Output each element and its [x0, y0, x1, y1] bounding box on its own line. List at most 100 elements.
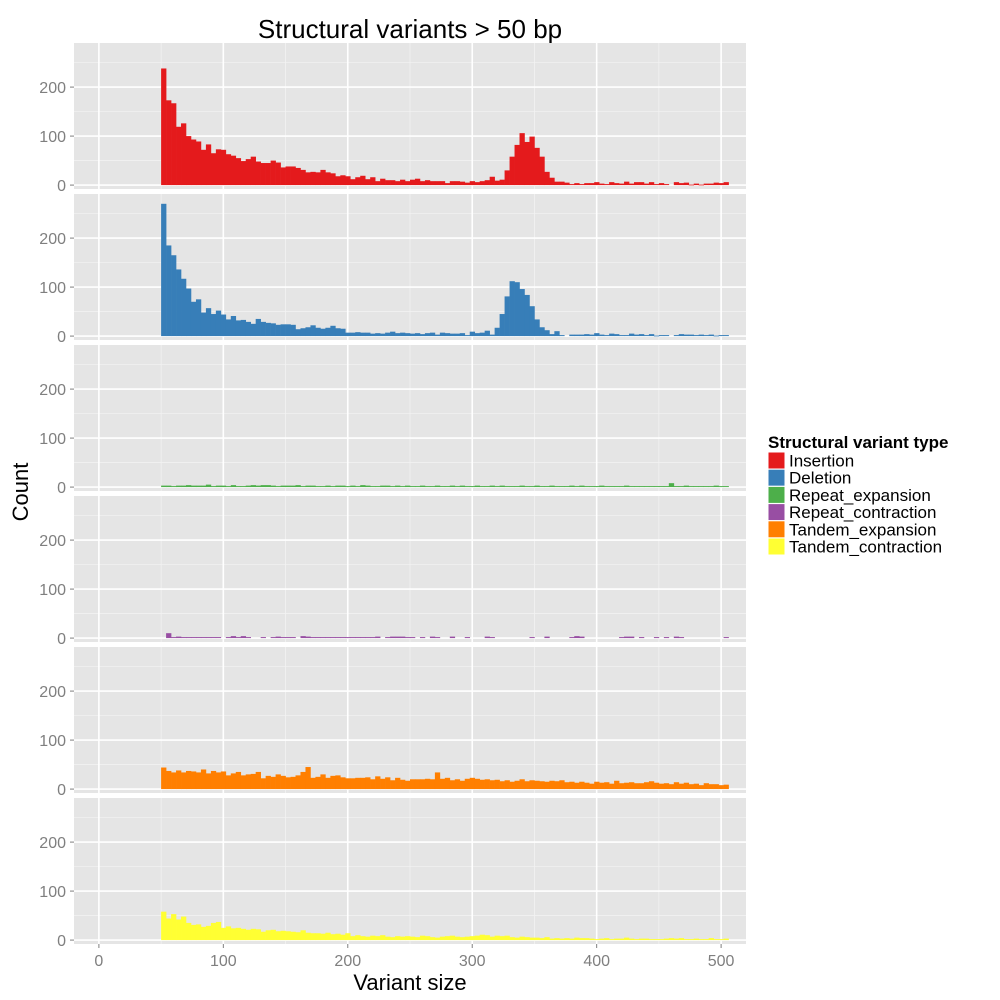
- histogram-bar: [405, 637, 411, 639]
- histogram-bar: [629, 782, 635, 790]
- histogram-bar: [439, 486, 446, 488]
- histogram-bar: [424, 486, 431, 488]
- histogram-bar: [703, 183, 709, 186]
- histogram-bar: [245, 637, 252, 639]
- histogram-bar: [171, 103, 177, 186]
- histogram-bar: [429, 486, 436, 488]
- histogram-bar: [703, 486, 709, 488]
- histogram-bar: [559, 486, 565, 488]
- histogram-bar: [315, 327, 321, 337]
- histogram-bar: [539, 781, 545, 790]
- histogram-bar: [330, 775, 336, 790]
- histogram-bar: [225, 637, 232, 639]
- histogram-bar: [454, 486, 461, 488]
- histogram-bar: [524, 781, 530, 790]
- histogram-bar: [678, 334, 685, 337]
- histogram-bar: [469, 486, 476, 488]
- histogram-bar: [295, 329, 301, 337]
- histogram-bar: [215, 149, 222, 186]
- histogram-bar: [345, 637, 351, 639]
- histogram-bar: [405, 485, 411, 488]
- histogram-bar: [405, 333, 411, 337]
- histogram-bar: [589, 938, 595, 941]
- histogram-bar: [235, 320, 242, 337]
- histogram-bar: [419, 334, 426, 337]
- histogram-bar: [529, 486, 535, 488]
- histogram-bar: [360, 175, 366, 186]
- histogram-bar: [599, 485, 605, 488]
- histogram-bar: [245, 485, 252, 488]
- histogram-bar: [574, 334, 580, 337]
- y-tick-label: 200: [39, 382, 66, 399]
- histogram-bar: [589, 783, 595, 790]
- histogram-bar: [489, 334, 495, 337]
- histogram-bar: [260, 485, 266, 488]
- histogram-bar: [514, 486, 520, 488]
- histogram-bar: [643, 782, 650, 790]
- histogram-bar: [385, 180, 391, 186]
- histogram-bar: [210, 153, 217, 186]
- histogram-bar: [365, 485, 371, 488]
- histogram-bar: [648, 334, 655, 337]
- histogram-bar: [619, 486, 625, 488]
- histogram-bar: [315, 637, 321, 639]
- histogram-bar: [375, 181, 381, 186]
- histogram-bar: [176, 126, 182, 186]
- histogram-bar: [648, 939, 655, 941]
- histogram-bar: [688, 184, 695, 186]
- histogram-bar: [280, 637, 286, 639]
- histogram-bar: [380, 485, 386, 488]
- legend-item-repeat_expansion: Repeat_expansion: [767, 485, 931, 505]
- histogram-bar: [693, 486, 700, 488]
- histogram-bar: [564, 938, 570, 941]
- histogram-bar: [265, 930, 271, 941]
- histogram-bar: [569, 485, 575, 488]
- histogram-bar: [559, 335, 565, 337]
- histogram-bar: [564, 782, 570, 790]
- histogram-bar: [519, 289, 525, 337]
- histogram-bar: [186, 770, 192, 790]
- histogram-bar: [360, 777, 366, 790]
- histogram-bar: [240, 775, 247, 790]
- histogram-bar: [499, 936, 505, 941]
- histogram-bar: [370, 935, 376, 941]
- histogram-bar: [544, 937, 550, 941]
- histogram-bar: [688, 939, 695, 941]
- histogram-bar: [494, 486, 500, 488]
- histogram-bar: [554, 331, 560, 337]
- histogram-bar: [539, 327, 545, 337]
- histogram-bar: [390, 937, 396, 941]
- histogram-bar: [439, 332, 446, 337]
- histogram-bar: [255, 929, 261, 941]
- histogram-bar: [260, 637, 266, 639]
- y-tick-label: 100: [39, 884, 66, 901]
- histogram-bar: [638, 637, 645, 639]
- y-tick-label: 100: [39, 129, 66, 146]
- histogram-bar: [474, 333, 480, 337]
- histogram-bar: [708, 334, 714, 337]
- histogram-bar: [310, 325, 316, 337]
- histogram-bar: [484, 779, 490, 790]
- y-tick-label: 100: [39, 582, 66, 599]
- histogram-bar: [499, 485, 505, 488]
- histogram-bar: [370, 779, 376, 790]
- histogram-bar: [464, 778, 471, 790]
- histogram-bar: [424, 936, 431, 941]
- histogram-bar: [300, 486, 306, 488]
- histogram-bar: [265, 163, 271, 186]
- histogram-bar: [723, 486, 729, 488]
- histogram-bar: [360, 485, 366, 488]
- histogram-bar: [509, 781, 515, 790]
- histogram-bar: [385, 332, 391, 337]
- histogram-bar: [225, 926, 232, 941]
- histogram-bar: [390, 780, 396, 790]
- histogram-bar: [380, 778, 386, 790]
- x-tick-label: 500: [708, 953, 735, 970]
- histogram-bar: [290, 637, 296, 639]
- histogram-bar: [330, 934, 336, 941]
- histogram-bar: [350, 485, 356, 488]
- histogram-bar: [340, 328, 346, 337]
- histogram-bar: [325, 777, 331, 790]
- histogram-bar: [230, 928, 237, 941]
